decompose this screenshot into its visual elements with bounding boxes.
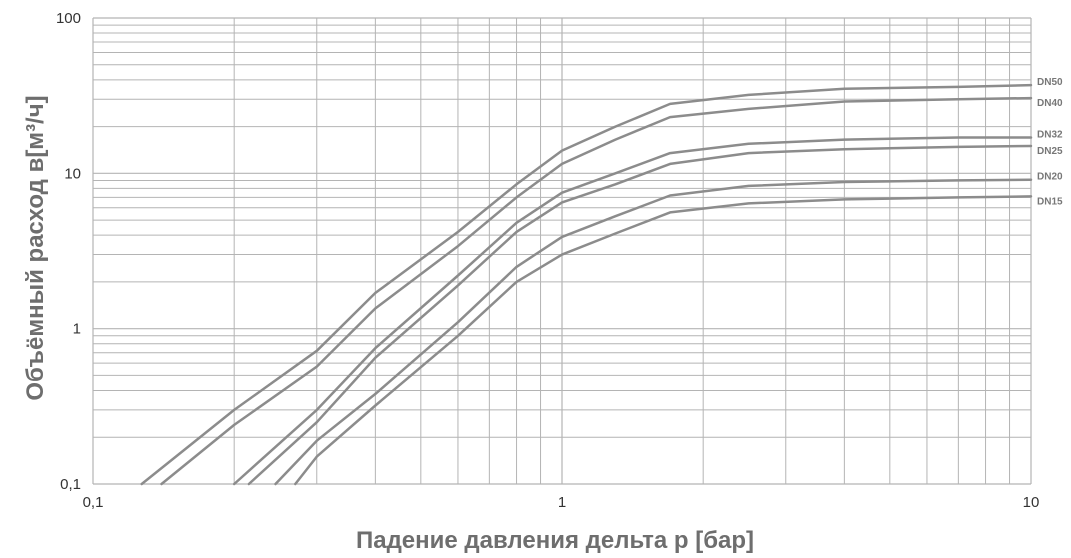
series-line-dn20 [274, 178, 1033, 486]
series-label-dn20: DN20 [1037, 172, 1063, 183]
series-label-dn25: DN25 [1037, 146, 1063, 157]
series-label-dn32: DN32 [1037, 130, 1063, 141]
x-tick-label: 0,1 [83, 494, 104, 511]
y-axis-title: Объёмный расход в[м³/ч] [22, 95, 49, 400]
x-axis-title: Падение давления дельта p [бар] [356, 527, 754, 554]
series-labels: DN50 DN40 DN32 DN25 DN20 DN15 [1037, 77, 1063, 207]
x-tick-label: 1 [558, 494, 566, 511]
y-tick-label: 100 [56, 10, 81, 27]
y-tick-label: 1 [73, 321, 81, 338]
x-tick-label: 10 [1023, 494, 1040, 511]
y-tick-label: 10 [64, 165, 81, 182]
series-lines [140, 83, 1033, 486]
series-line-dn25 [247, 144, 1033, 486]
tick-labels: 0,1 1 10 0,1 1 10 100 [56, 10, 1039, 511]
series-label-dn40: DN40 [1037, 98, 1063, 109]
y-tick-label: 0,1 [60, 476, 81, 493]
series-line-dn40 [160, 96, 1033, 486]
series-line-dn32 [232, 136, 1033, 486]
series-line-dn15 [294, 195, 1033, 486]
series-label-dn15: DN15 [1037, 196, 1063, 207]
series-label-dn50: DN50 [1037, 77, 1063, 88]
chart-grid [92, 17, 1032, 485]
series-line-dn50 [140, 83, 1033, 486]
